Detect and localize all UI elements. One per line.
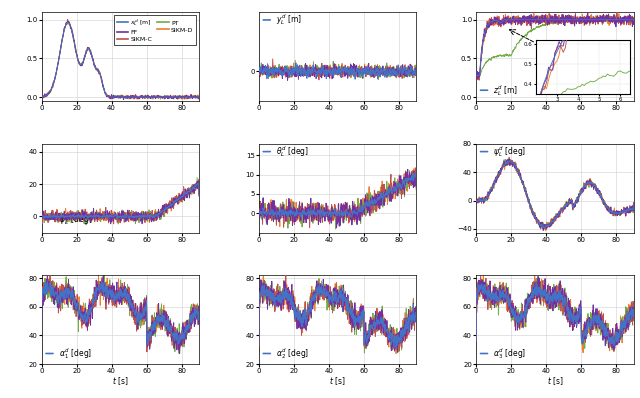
Legend: $x_L^d$ [m], FF, SIKM-C, PT, SIKM-D: $x_L^d$ [m], FF, SIKM-C, PT, SIKM-D	[114, 15, 196, 45]
X-axis label: $t$ [s]: $t$ [s]	[547, 376, 563, 388]
X-axis label: $t$ [s]: $t$ [s]	[329, 376, 346, 388]
Text: $\alpha_3^d$ [deg]: $\alpha_3^d$ [deg]	[493, 346, 527, 361]
X-axis label: $t$ [s]: $t$ [s]	[112, 376, 129, 388]
Text: $\psi_L^d$ [deg]: $\psi_L^d$ [deg]	[493, 144, 527, 159]
Text: $\alpha_1^d$ [deg]: $\alpha_1^d$ [deg]	[59, 346, 92, 361]
Text: $\alpha_2^d$ [deg]: $\alpha_2^d$ [deg]	[276, 346, 309, 361]
Text: $\phi_L^d$ [deg]: $\phi_L^d$ [deg]	[59, 212, 92, 226]
Text: $\theta_L^d$ [deg]: $\theta_L^d$ [deg]	[276, 144, 309, 159]
Text: $y_L^d$ [m]: $y_L^d$ [m]	[276, 12, 302, 27]
Text: $z_L^d$ [m]: $z_L^d$ [m]	[493, 83, 518, 98]
